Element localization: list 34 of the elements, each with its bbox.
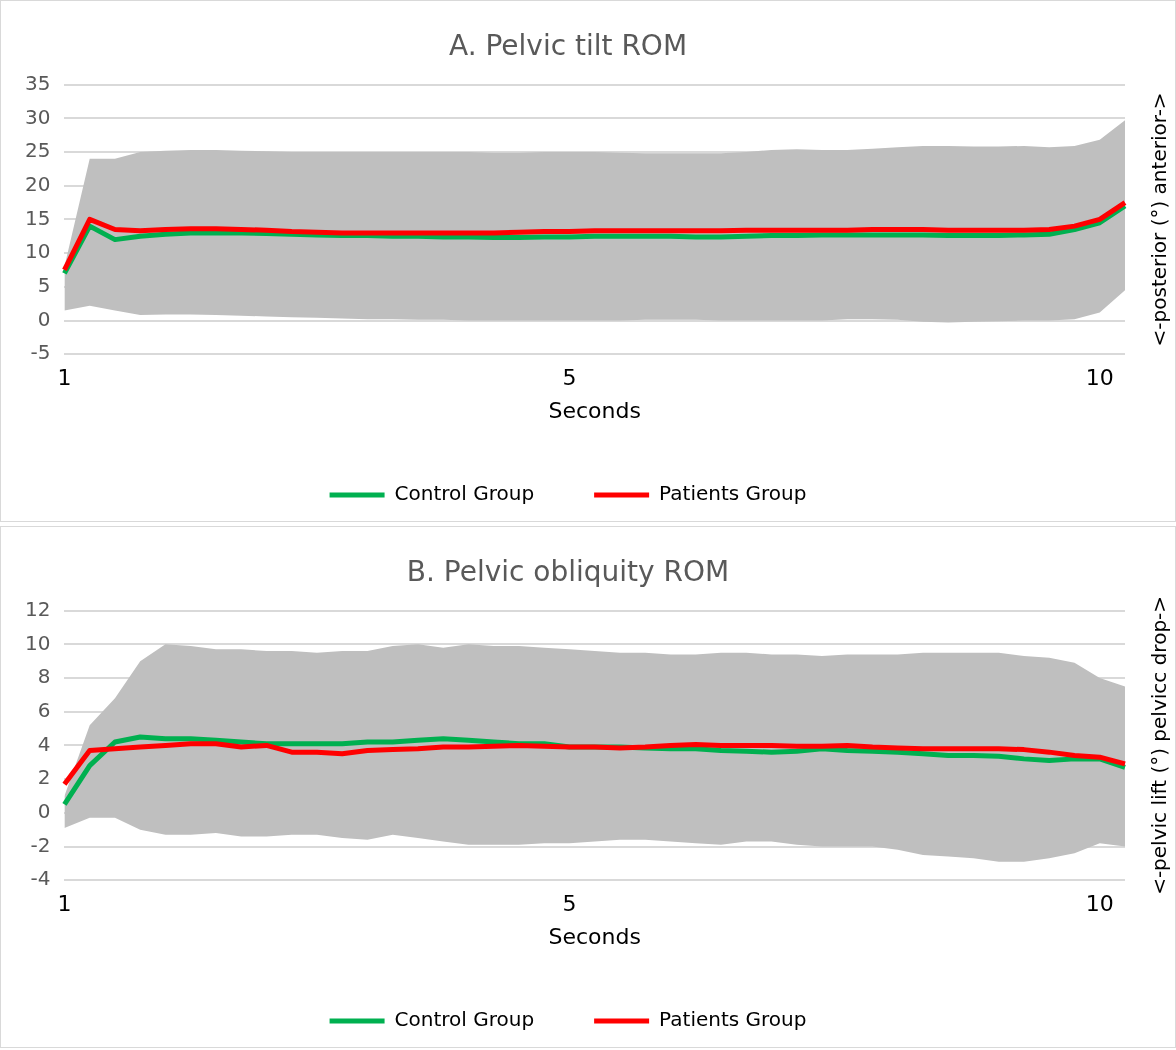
y-tick-label: 30 <box>25 104 51 129</box>
y-axis-title: <-posterior (°) anterior-> <box>1147 92 1172 347</box>
y-tick-label: 10 <box>25 630 51 655</box>
x-tick-label: 1 <box>57 365 72 391</box>
y-tick-label: 15 <box>25 205 51 230</box>
y-tick-label: 25 <box>25 138 51 163</box>
y-tick-label: 35 <box>25 70 51 95</box>
y-tick-label: 10 <box>25 239 51 264</box>
y-tick-label: 2 <box>37 765 51 790</box>
x-axis-title: Seconds <box>548 923 641 949</box>
y-tick-label: 0 <box>37 306 51 331</box>
y-tick-label: -2 <box>30 832 51 857</box>
x-tick-label: 10 <box>1085 365 1114 391</box>
y-tick-label: 4 <box>37 731 51 756</box>
x-tick-label: 5 <box>562 891 577 917</box>
y-axis-title: <-pelvic lift (°) pelvicc drop-> <box>1147 595 1172 895</box>
y-tick-label: -4 <box>30 866 51 891</box>
y-tick-label: 20 <box>25 171 51 196</box>
legend-label: Patients Group <box>659 1007 807 1032</box>
x-axis-title: Seconds <box>548 397 641 423</box>
y-tick-label: -5 <box>30 340 51 365</box>
chart-title: A. Pelvic tilt ROM <box>448 29 688 63</box>
legend-label: Control Group <box>394 481 535 506</box>
y-tick-label: 5 <box>37 273 51 297</box>
y-tick-label: 8 <box>37 664 51 689</box>
chart-title: B. Pelvic obliquity ROM <box>406 555 730 589</box>
x-tick-label: 1 <box>57 891 72 917</box>
y-tick-label: 6 <box>37 697 51 722</box>
y-tick-label: 12 <box>25 596 51 621</box>
x-tick-label: 5 <box>562 365 577 391</box>
y-tick-label: 0 <box>37 799 51 823</box>
x-tick-label: 10 <box>1085 891 1114 917</box>
legend-label: Control Group <box>394 1007 535 1032</box>
legend-label: Patients Group <box>659 481 807 506</box>
